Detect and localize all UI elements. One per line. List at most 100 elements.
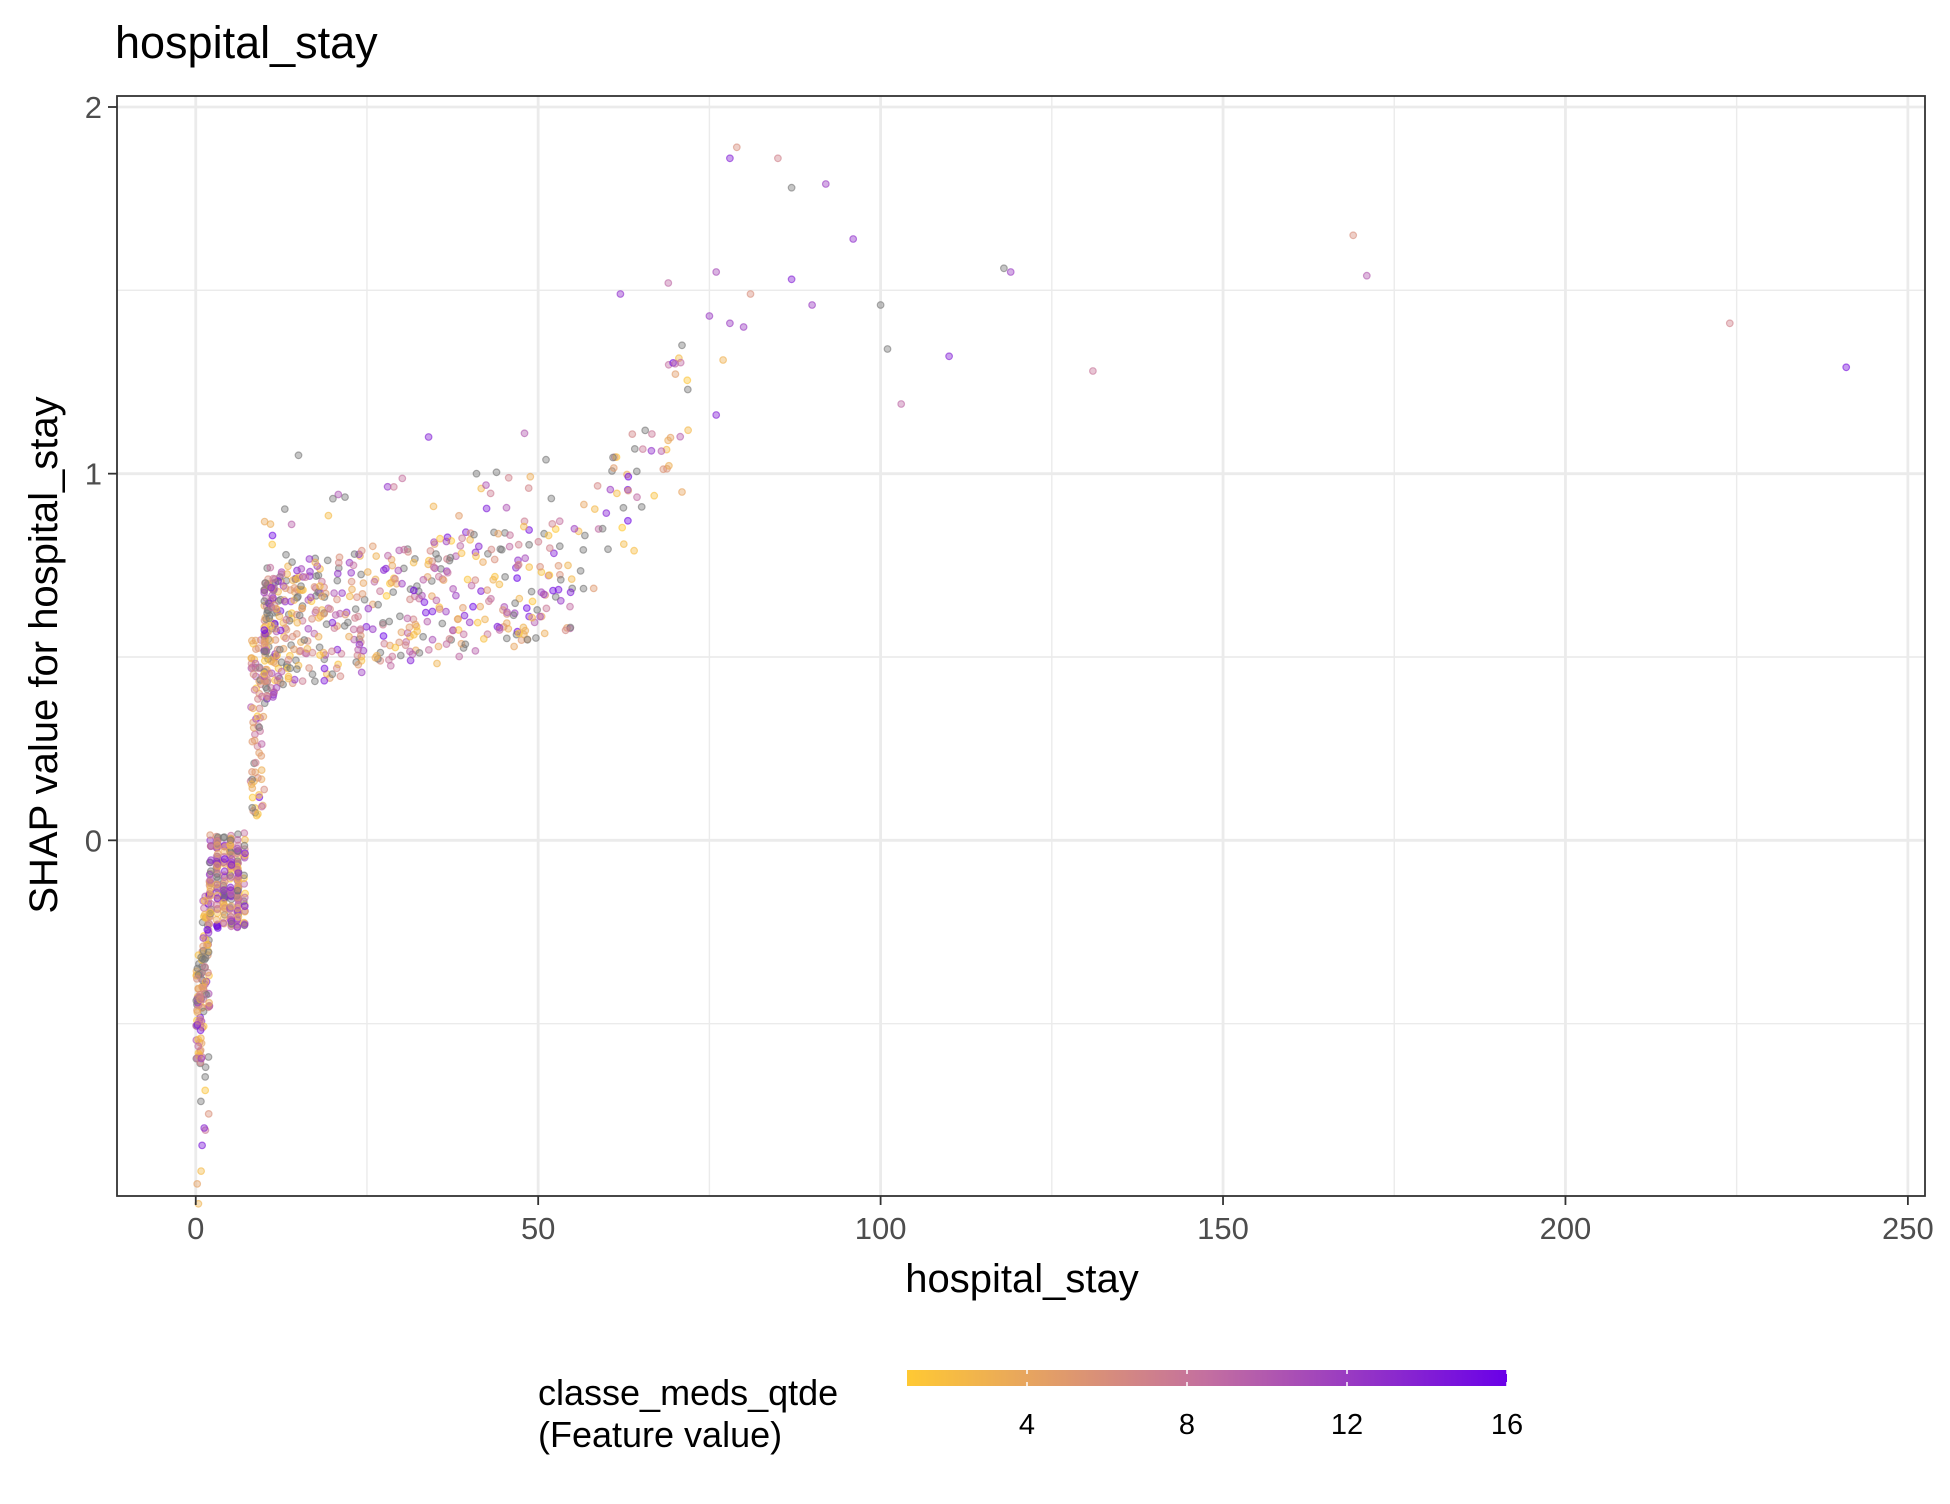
- data-point: [676, 432, 685, 441]
- data-point: [356, 625, 365, 633]
- data-point: [459, 644, 468, 652]
- data-point: [303, 644, 312, 653]
- data-point: [248, 793, 257, 802]
- data-point: [253, 695, 262, 703]
- data-point: [261, 579, 270, 587]
- data-point: [624, 486, 633, 495]
- data-point: [206, 836, 215, 845]
- data-point: [525, 526, 533, 534]
- data-point: [249, 704, 257, 713]
- data-point: [304, 624, 313, 633]
- data-point: [566, 588, 575, 597]
- data-point: [347, 577, 356, 586]
- data-point: [618, 523, 627, 532]
- data-point: [193, 1020, 202, 1029]
- data-point: [435, 605, 444, 613]
- data-point: [316, 651, 324, 659]
- data-points: [192, 143, 1851, 1208]
- data-point: [503, 608, 512, 617]
- data-point: [354, 660, 363, 669]
- data-point: [536, 612, 544, 621]
- data-point: [1006, 268, 1015, 276]
- data-point: [522, 604, 531, 612]
- data-point: [876, 301, 885, 309]
- legend-tick-label: 12: [1331, 1409, 1363, 1441]
- data-point: [268, 540, 277, 549]
- data-point: [581, 531, 589, 540]
- data-point: [394, 566, 403, 575]
- plot-panel: [117, 96, 1925, 1196]
- data-point: [945, 352, 953, 361]
- data-point: [233, 844, 242, 853]
- data-point: [542, 455, 550, 464]
- data-point: [197, 1054, 206, 1063]
- data-point: [406, 656, 415, 665]
- data-point: [460, 611, 469, 620]
- data-point: [194, 1042, 203, 1051]
- data-point: [287, 520, 296, 529]
- data-point: [630, 445, 639, 453]
- data-point: [387, 578, 396, 587]
- data-point: [664, 279, 673, 287]
- data-point: [434, 642, 443, 651]
- data-point: [424, 433, 433, 441]
- data-point: [333, 595, 341, 604]
- data-point: [297, 565, 306, 573]
- data-point: [281, 597, 290, 606]
- data-point: [574, 527, 583, 536]
- data-point: [604, 545, 612, 554]
- y-tick-label: 0: [85, 823, 102, 858]
- data-point: [320, 609, 329, 618]
- data-point: [272, 683, 281, 692]
- data-point: [197, 1167, 206, 1175]
- data-point: [315, 643, 324, 652]
- data-point: [324, 511, 333, 520]
- data-point: [308, 648, 317, 657]
- data-point: [513, 574, 521, 582]
- legend-tick-label: 16: [1491, 1409, 1523, 1441]
- data-point: [253, 810, 262, 818]
- data-point: [263, 676, 272, 685]
- data-point: [549, 586, 557, 595]
- data-point: [397, 628, 406, 637]
- data-point: [193, 1179, 202, 1188]
- data-point: [249, 718, 258, 727]
- data-point: [400, 545, 409, 554]
- y-tick-label: 2: [85, 90, 102, 125]
- data-point: [473, 618, 482, 627]
- data-point: [251, 758, 260, 767]
- data-point: [671, 359, 680, 368]
- data-point: [354, 612, 363, 621]
- panel-border: [116, 95, 1926, 1197]
- data-point: [206, 876, 215, 884]
- data-point: [192, 975, 201, 983]
- data-point: [521, 554, 530, 563]
- data-point: [455, 652, 464, 661]
- data-point: [666, 433, 675, 442]
- data-point: [372, 651, 381, 660]
- data-point: [421, 608, 430, 617]
- data-point: [263, 685, 271, 694]
- data-point: [533, 606, 542, 614]
- data-point: [255, 791, 263, 799]
- data-point: [201, 1063, 210, 1072]
- data-point: [774, 154, 782, 163]
- data-point: [341, 610, 350, 619]
- data-point: [273, 645, 282, 654]
- data-point: [540, 629, 549, 638]
- data-point: [233, 923, 242, 931]
- data-point: [389, 483, 398, 491]
- data-point: [494, 529, 503, 538]
- data-point: [606, 485, 615, 494]
- data-point: [333, 569, 342, 578]
- panel-background: [117, 96, 1925, 1196]
- data-point: [580, 500, 588, 509]
- data-point: [266, 563, 275, 572]
- data-point: [564, 561, 572, 570]
- data-point: [502, 634, 511, 643]
- data-point: [220, 855, 229, 863]
- data-point: [282, 634, 290, 643]
- data-point: [213, 894, 222, 903]
- data-point: [206, 900, 215, 908]
- data-point: [527, 587, 536, 596]
